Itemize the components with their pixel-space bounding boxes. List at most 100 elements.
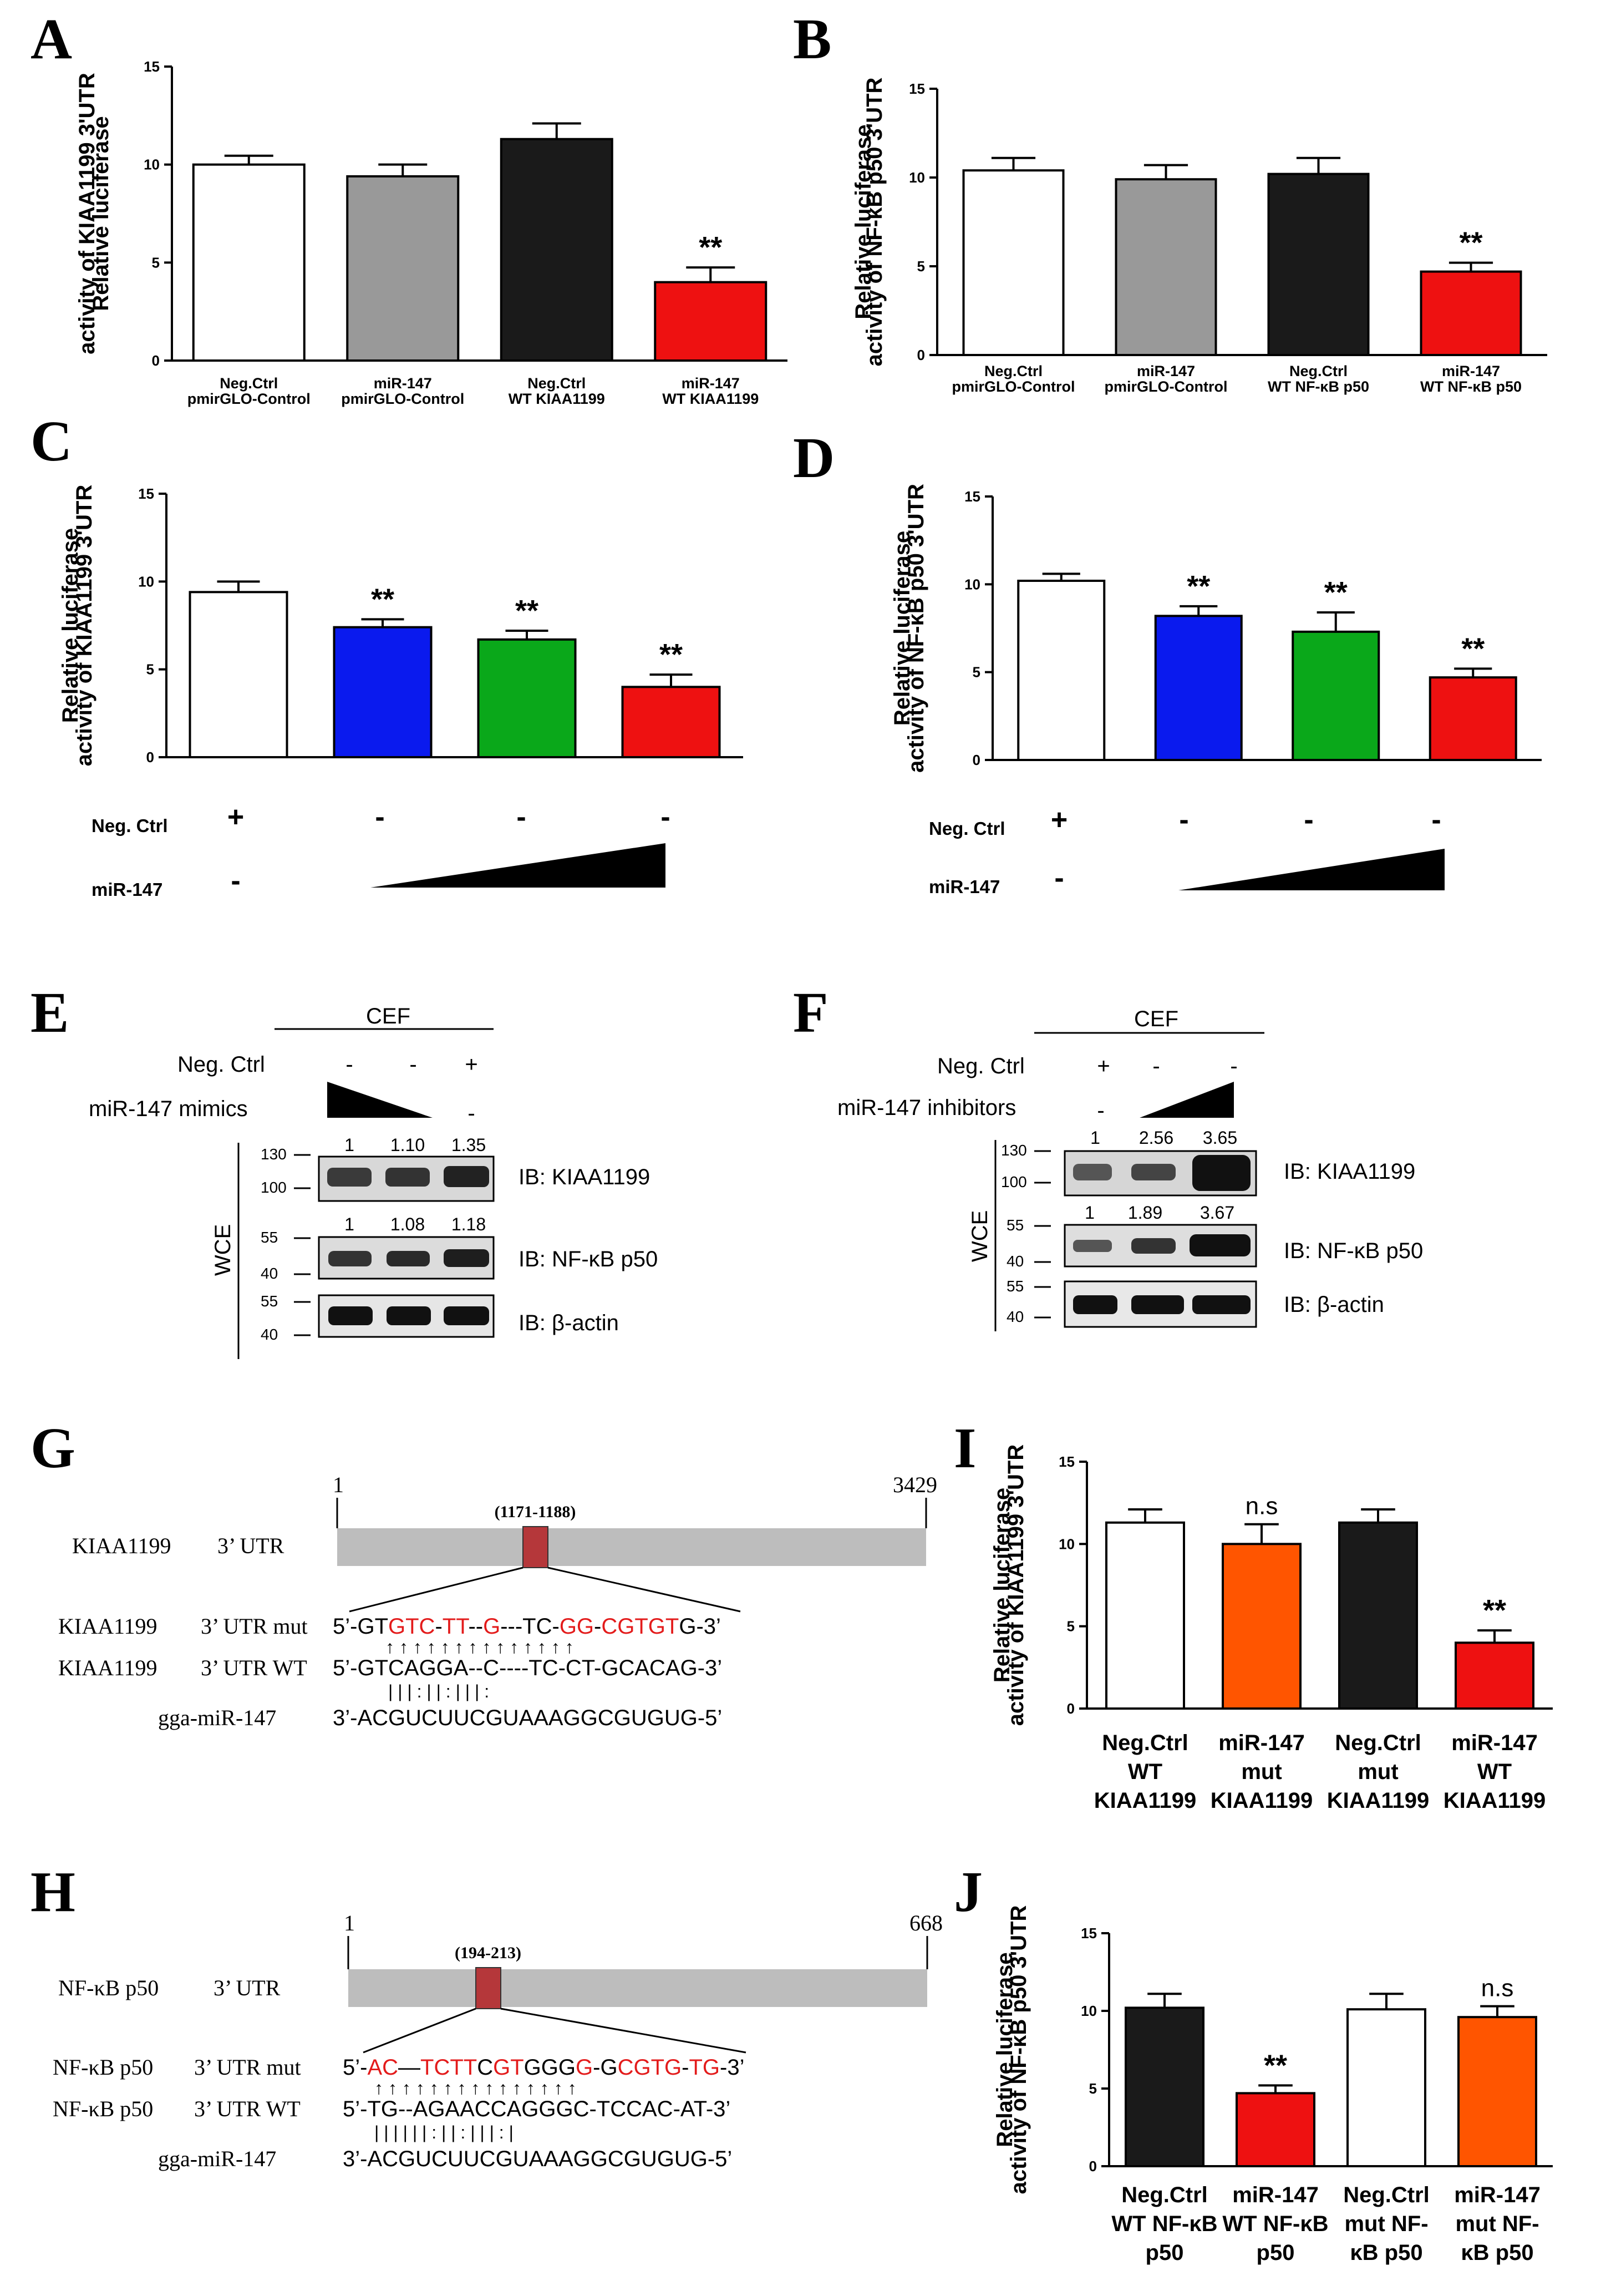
bar-d-3 xyxy=(1292,630,1380,762)
panel-letter-j: J xyxy=(954,1860,983,1924)
y-tick-label-d-10: 10 xyxy=(964,576,980,592)
marker-e-40b: 40 xyxy=(261,1326,278,1343)
category-label-b-1-2: pmirGLO-Control xyxy=(952,378,1075,395)
bar-a-3 xyxy=(500,138,613,362)
y-tick-label-b-5: 5 xyxy=(917,258,925,275)
neg-sign-f-1: + xyxy=(1097,1054,1110,1078)
y-tick-label-a-10: 10 xyxy=(144,156,160,173)
quant-e-p50-2: 1.08 xyxy=(390,1214,425,1234)
bar-d-1 xyxy=(1017,580,1106,761)
bar-b-3 xyxy=(1267,173,1370,356)
bar-a-1 xyxy=(192,163,306,362)
y-tick-label-b-10: 10 xyxy=(909,169,925,186)
y-axis-label-a-2: activity of KIAA1199 3'UTR xyxy=(75,73,99,354)
seq-segment: GGG xyxy=(524,2055,576,2080)
inhibitors-gradient-f xyxy=(1140,1082,1234,1118)
zoom-line-right-h xyxy=(500,2008,746,2054)
neg-sign-d-3: - xyxy=(1304,804,1313,836)
y-axis-label-d-1: Relative luciferase xyxy=(890,531,914,726)
neg-ctrl-label-e: Neg. Ctrl xyxy=(177,1052,265,1077)
band-e-actin-1 xyxy=(328,1306,373,1325)
bar-c-2 xyxy=(333,626,433,758)
seq-segment: — xyxy=(398,2055,420,2080)
y-tick-label-c-15: 15 xyxy=(138,485,154,502)
bar-i-4 xyxy=(1455,1641,1534,1710)
seq-segment: GG xyxy=(560,1614,594,1639)
category-label-a-3-2: WT KIAA1199 xyxy=(509,391,605,407)
marker-e-55b: 55 xyxy=(261,1293,278,1310)
lysate-label-f: WCE xyxy=(968,1210,992,1262)
category-label-a-2-1: miR-147 xyxy=(374,375,432,392)
quant-f-p50-2: 1.89 xyxy=(1128,1203,1162,1223)
mir-label-d: miR-147 xyxy=(929,876,1000,897)
marker-f-55b: 55 xyxy=(1007,1278,1024,1295)
wt-utr-label-h: 3’ UTR WT xyxy=(194,2096,301,2121)
mirna-label-g: gga-miR-147 xyxy=(158,1705,276,1730)
neg-ctrl-label-c: Neg. Ctrl xyxy=(92,815,168,836)
band-e-p50-3 xyxy=(444,1249,489,1267)
y-tick-label-i-10: 10 xyxy=(1059,1535,1075,1552)
significance-i-2: n.s xyxy=(1246,1493,1278,1520)
neg-ctrl-label-d: Neg. Ctrl xyxy=(929,818,1005,839)
seq-segment: 5’- xyxy=(343,2055,367,2080)
bar-d-4 xyxy=(1429,676,1517,761)
wt-sequence-h: 5’-TG--AGAACCAGGGC-TCCAC-AT-3’ xyxy=(343,2097,730,2121)
marker-e-40a: 40 xyxy=(261,1265,278,1282)
inhibitors-label-f: miR-147 inhibitors xyxy=(837,1096,1016,1120)
seq-segment: CGTG xyxy=(618,2055,682,2080)
seq-segment: - xyxy=(682,2055,689,2080)
ib-label-f-actin: IB: β-actin xyxy=(1284,1293,1384,1317)
quant-f-kiaa-1: 1 xyxy=(1090,1128,1100,1148)
y-tick-label-c-5: 5 xyxy=(146,661,154,678)
y-tick-label-a-15: 15 xyxy=(144,58,160,75)
bar-b-1 xyxy=(962,169,1065,356)
category-label-j-3-1: Neg.Ctrl xyxy=(1343,2183,1430,2207)
mut-utr-label-h: 3’ UTR mut xyxy=(194,2055,301,2080)
quant-e-p50-1: 1 xyxy=(344,1214,354,1234)
panel-h-schematic: 1 668 (194-213) NF-κB p50 3’ UTR NF-κB p… xyxy=(53,1910,943,2171)
mir-sign-d-1: - xyxy=(1054,862,1064,894)
significance-d-3: ** xyxy=(1324,576,1348,609)
seq-segment: C xyxy=(477,2055,493,2080)
start-pos-h: 1 xyxy=(344,1910,355,1935)
neg-sign-e-3: + xyxy=(465,1052,477,1077)
mutation-arrows-g: ↑ ↑ ↑ ↑ ↑ ↑ ↑ ↑ ↑ ↑ ↑ ↑ ↑ ↑ xyxy=(385,1637,574,1657)
significance-c-4: ** xyxy=(659,638,683,671)
panel-letter-f: F xyxy=(793,981,829,1045)
y-axis-label-c-2: activity of KIAA1199 3'UTR xyxy=(72,485,96,767)
cell-label-e: CEF xyxy=(366,1004,410,1028)
gene-label-h: NF-κB p50 xyxy=(58,1975,159,2000)
category-label-b-2-1: miR-147 xyxy=(1137,363,1195,379)
category-label-i-3-3: KIAA1199 xyxy=(1327,1788,1430,1813)
bar-i-2 xyxy=(1222,1543,1302,1710)
neg-sign-d-4: - xyxy=(1431,804,1441,836)
category-label-j-1-2: WT NF-κB xyxy=(1111,2212,1217,2236)
neg-sign-c-4: - xyxy=(660,801,670,833)
category-label-i-4-1: miR-147 xyxy=(1451,1731,1538,1755)
bar-j-1 xyxy=(1125,2006,1204,2167)
significance-j-2: ** xyxy=(1264,2049,1287,2082)
wt-utr-label-g: 3’ UTR WT xyxy=(201,1655,307,1680)
significance-j-4: n.s xyxy=(1481,1975,1514,2002)
significance-c-3: ** xyxy=(515,594,538,627)
mut-sequence-g: 5’-GTGTC-TT--G---TC-GG-CGTGTG-3’ xyxy=(333,1614,721,1639)
mimics-sign-e-3: - xyxy=(467,1101,475,1126)
utr-label-h: 3’ UTR xyxy=(214,1975,281,2000)
conditions-c: Neg. Ctrl + - - - miR-147 - xyxy=(92,801,670,900)
y-tick-label-d-15: 15 xyxy=(964,488,980,505)
category-label-j-4-2: mut NF- xyxy=(1455,2212,1539,2236)
category-label-i-4-3: KIAA1199 xyxy=(1444,1788,1546,1813)
mimics-label-e: miR-147 mimics xyxy=(89,1097,248,1121)
mut-sequence-h: 5’-AC—TCTTCGTGGGG-GCGTG-TG-3’ xyxy=(343,2055,744,2080)
category-label-a-1-1: Neg.Ctrl xyxy=(220,375,278,392)
mirna-sequence-g: 3’-ACGUCUUCGUAAAGGCGUGUG-5’ xyxy=(333,1706,722,1730)
y-tick-label-j-5: 5 xyxy=(1089,2080,1097,2097)
band-f-p50-3 xyxy=(1190,1234,1251,1256)
category-label-i-1-1: Neg.Ctrl xyxy=(1102,1731,1188,1755)
band-f-kiaa-1 xyxy=(1073,1164,1112,1180)
y-axis-label-j-2: activity of NF-κB p50 3'UTR xyxy=(1007,1905,1031,2194)
marker-e-100: 100 xyxy=(261,1179,287,1196)
band-f-kiaa-3 xyxy=(1192,1155,1251,1191)
